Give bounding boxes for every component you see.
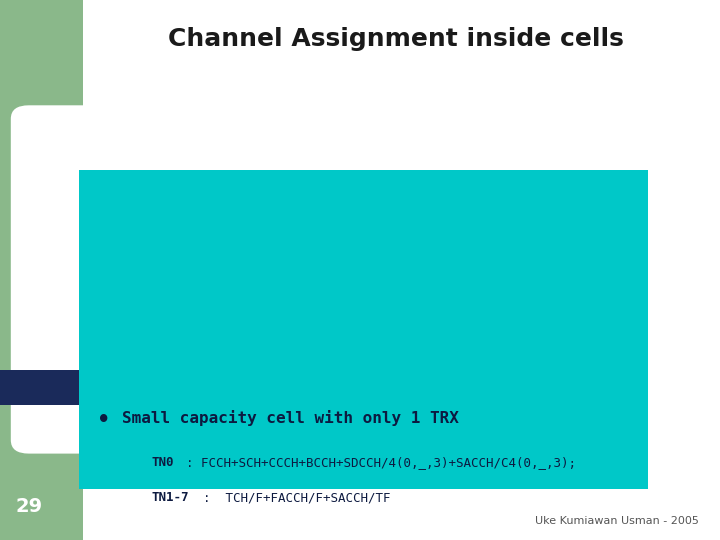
- Bar: [0, 0, 83, 540]
- Bar: [79, 170, 648, 489]
- Text: 29: 29: [16, 497, 43, 516]
- Text: : FCCH+SCH+CCCH+BCCH+SDCCH/4(0,_,3)+SACCH/C4(0,_,3);: : FCCH+SCH+CCCH+BCCH+SDCCH/4(0,_,3)+SACC…: [186, 456, 576, 469]
- Text: Uke Kumiawan Usman - 2005: Uke Kumiawan Usman - 2005: [534, 516, 698, 526]
- Text: Small capacity cell with only 1 TRX: Small capacity cell with only 1 TRX: [122, 410, 459, 427]
- Text: :  TCH/F+FACCH/F+SACCH/TF: : TCH/F+FACCH/F+SACCH/TF: [203, 491, 390, 504]
- Text: TN1-7: TN1-7: [151, 491, 189, 504]
- Bar: [0, 370, 648, 405]
- Text: Channel Assignment inside cells: Channel Assignment inside cells: [168, 27, 624, 51]
- Text: TN0: TN0: [151, 456, 174, 469]
- Text: •: •: [97, 410, 111, 430]
- FancyBboxPatch shape: [11, 105, 317, 454]
